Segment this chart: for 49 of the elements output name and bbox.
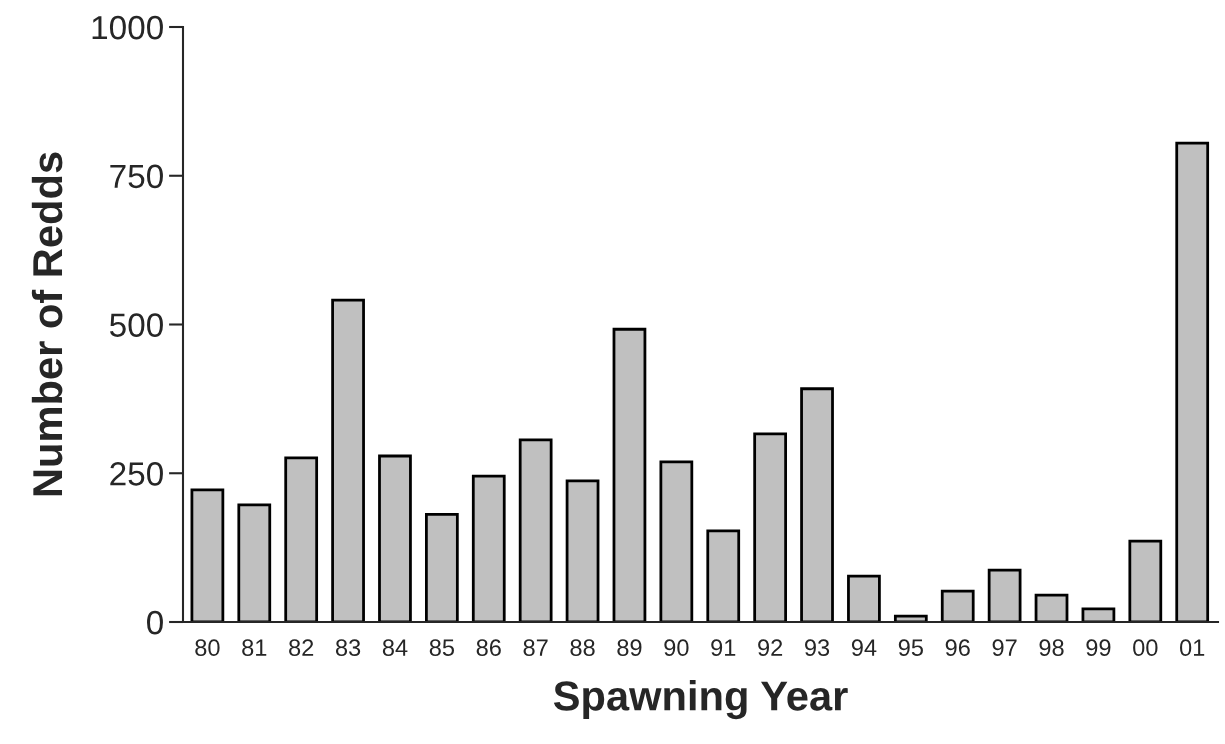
bar xyxy=(1034,593,1069,622)
x-tick-label: 96 xyxy=(945,639,970,657)
y-tick-label: 250 xyxy=(110,462,163,486)
bar xyxy=(190,488,225,622)
x-tick-label: 86 xyxy=(476,639,501,657)
x-tick-label: 94 xyxy=(851,639,877,657)
bar xyxy=(518,438,553,622)
x-tick-label: 85 xyxy=(429,639,455,657)
y-tick-label: 1000 xyxy=(92,15,163,40)
x-axis-title: Spawning Year xyxy=(553,680,848,720)
y-tick-label: 750 xyxy=(110,164,163,189)
bar xyxy=(800,387,834,622)
x-tick-label: 90 xyxy=(664,639,689,657)
x-tick-label: 80 xyxy=(195,639,220,657)
x-tick-label: 87 xyxy=(523,639,548,657)
bar xyxy=(237,503,272,622)
bar xyxy=(847,574,881,622)
x-tick-label: 88 xyxy=(570,639,595,657)
y-axis-title: Number of Redds xyxy=(31,152,63,496)
bar xyxy=(940,589,975,622)
x-tick-label: 84 xyxy=(382,639,408,657)
bar xyxy=(987,568,1022,622)
x-tick-label: 82 xyxy=(289,639,314,657)
x-tick-label: 97 xyxy=(992,639,1017,657)
bar xyxy=(1175,141,1210,622)
x-tick-label: 81 xyxy=(242,639,267,657)
bar xyxy=(753,432,788,622)
bar xyxy=(612,327,647,622)
x-tick-label: 99 xyxy=(1086,639,1111,657)
y-tick-label: 500 xyxy=(109,313,163,337)
bar xyxy=(1128,539,1163,622)
bar xyxy=(425,512,459,622)
bar xyxy=(284,456,319,622)
bar xyxy=(565,479,600,622)
x-tick-label: 93 xyxy=(805,639,830,657)
x-tick-label: 89 xyxy=(617,639,642,657)
bar xyxy=(331,298,365,622)
x-tick-label: 95 xyxy=(898,639,923,657)
y-tick-label: 0 xyxy=(147,610,163,635)
x-tick-label: 91 xyxy=(711,639,736,657)
x-tick-label: 98 xyxy=(1039,639,1064,657)
bar xyxy=(659,460,694,622)
bar xyxy=(706,529,741,622)
bar xyxy=(378,454,412,622)
bar xyxy=(471,474,506,622)
x-tick-label: 83 xyxy=(335,639,361,657)
x-tick-label: 00 xyxy=(1133,639,1158,657)
x-tick-label: 92 xyxy=(758,639,783,657)
x-tick-label: 01 xyxy=(1180,639,1205,657)
